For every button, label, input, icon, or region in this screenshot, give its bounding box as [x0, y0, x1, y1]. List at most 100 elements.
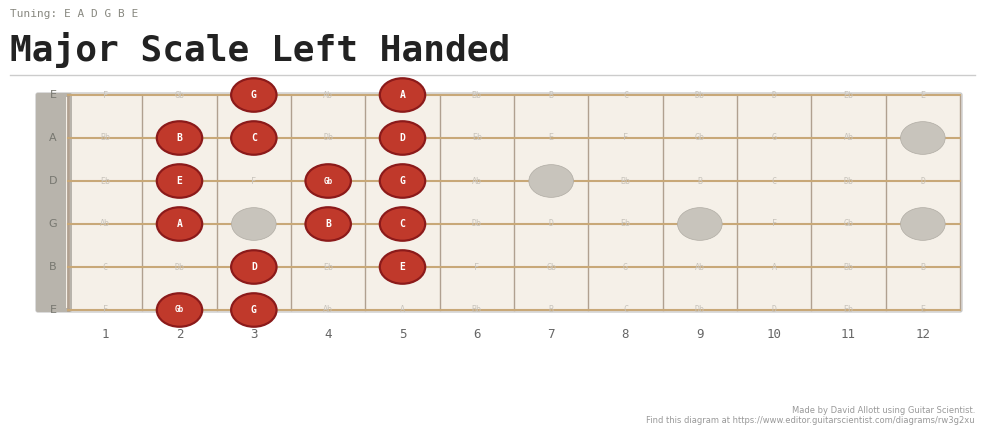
Text: Ab: Ab	[322, 305, 333, 315]
Ellipse shape	[379, 163, 426, 199]
Ellipse shape	[157, 121, 201, 154]
Text: Eb: Eb	[322, 263, 333, 271]
Text: Find this diagram at https://www.editor.guitarscientist.com/diagrams/rw3g2xu: Find this diagram at https://www.editor.…	[646, 416, 974, 425]
Ellipse shape	[230, 77, 277, 113]
Bar	[66, 97, 70, 308]
Text: E: E	[399, 262, 405, 272]
Text: Eb: Eb	[620, 219, 630, 229]
Text: 8: 8	[621, 329, 629, 341]
Text: 4: 4	[324, 329, 331, 341]
Text: B: B	[49, 262, 57, 272]
Text: 2: 2	[176, 329, 183, 341]
Text: G: G	[771, 133, 776, 142]
Text: B: B	[176, 133, 182, 143]
Ellipse shape	[676, 208, 722, 240]
Text: C: C	[250, 133, 256, 143]
Text: Bb: Bb	[620, 177, 630, 185]
Text: Eb: Eb	[843, 305, 853, 315]
Text: E: E	[49, 305, 56, 315]
Text: A: A	[176, 219, 182, 229]
Text: 12: 12	[914, 329, 930, 341]
Text: Ab: Ab	[694, 263, 704, 271]
Text: E: E	[919, 90, 925, 100]
Text: C: C	[622, 90, 627, 100]
Text: D: D	[771, 90, 776, 100]
Text: Ab: Ab	[471, 177, 481, 185]
Text: C: C	[399, 219, 405, 229]
Ellipse shape	[379, 206, 426, 242]
Text: Bb: Bb	[100, 133, 110, 142]
Text: 7: 7	[547, 329, 554, 341]
Text: Db: Db	[322, 133, 333, 142]
Text: Major Scale Left Handed: Major Scale Left Handed	[10, 32, 510, 68]
Text: G: G	[48, 219, 57, 229]
Ellipse shape	[232, 294, 276, 326]
Ellipse shape	[156, 120, 203, 156]
Text: E: E	[548, 133, 553, 142]
Ellipse shape	[157, 294, 201, 326]
Text: B: B	[919, 263, 925, 271]
Ellipse shape	[156, 292, 203, 328]
Text: B: B	[697, 177, 702, 185]
Text: Gb: Gb	[694, 133, 704, 142]
Text: Ab: Ab	[100, 219, 110, 229]
Ellipse shape	[379, 77, 426, 113]
Ellipse shape	[380, 121, 424, 154]
Ellipse shape	[230, 292, 277, 328]
Ellipse shape	[232, 251, 276, 283]
Text: Db: Db	[843, 177, 853, 185]
FancyBboxPatch shape	[35, 93, 961, 312]
Text: Eb: Eb	[100, 177, 110, 185]
Text: G: G	[250, 305, 256, 315]
Ellipse shape	[380, 79, 424, 111]
Text: Ab: Ab	[322, 90, 333, 100]
Ellipse shape	[156, 163, 203, 199]
Text: Db: Db	[175, 263, 184, 271]
Text: Gb: Gb	[323, 177, 332, 185]
Text: 3: 3	[249, 329, 257, 341]
Text: C: C	[103, 263, 107, 271]
Text: F: F	[622, 133, 627, 142]
Text: F: F	[251, 177, 256, 185]
Text: Db: Db	[694, 90, 704, 100]
Text: G: G	[622, 263, 627, 271]
Text: Gb: Gb	[175, 90, 184, 100]
Ellipse shape	[528, 165, 573, 198]
Text: 10: 10	[766, 329, 781, 341]
Text: D: D	[250, 262, 256, 272]
Text: Gb: Gb	[175, 305, 184, 315]
Text: Ab: Ab	[843, 133, 853, 142]
Ellipse shape	[379, 249, 426, 285]
Ellipse shape	[232, 208, 276, 240]
Ellipse shape	[232, 121, 276, 154]
Text: 5: 5	[398, 329, 406, 341]
Text: D: D	[771, 305, 776, 315]
Text: F: F	[103, 305, 107, 315]
Text: Tuning: E A D G B E: Tuning: E A D G B E	[10, 9, 138, 19]
Ellipse shape	[306, 165, 350, 198]
Text: 6: 6	[472, 329, 480, 341]
Text: F: F	[474, 263, 479, 271]
Text: G: G	[250, 90, 256, 100]
Text: Bb: Bb	[471, 90, 481, 100]
Text: Gb: Gb	[843, 219, 853, 229]
Ellipse shape	[899, 121, 945, 154]
Text: Bb: Bb	[471, 305, 481, 315]
Text: C: C	[622, 305, 627, 315]
Text: Bb: Bb	[843, 263, 853, 271]
Text: G: G	[399, 176, 405, 186]
Text: C: C	[771, 177, 776, 185]
Text: Made by David Allott using Guitar Scientist.: Made by David Allott using Guitar Scient…	[791, 406, 974, 415]
Text: D: D	[399, 133, 405, 143]
Ellipse shape	[157, 165, 201, 198]
Text: F: F	[771, 219, 776, 229]
Text: Eb: Eb	[471, 133, 481, 142]
Ellipse shape	[304, 163, 352, 199]
Text: E: E	[49, 90, 56, 100]
Ellipse shape	[380, 165, 424, 198]
Text: Db: Db	[694, 305, 704, 315]
Text: Db: Db	[471, 219, 481, 229]
Text: D: D	[548, 219, 553, 229]
Text: Eb: Eb	[843, 90, 853, 100]
Text: 1: 1	[102, 329, 108, 341]
